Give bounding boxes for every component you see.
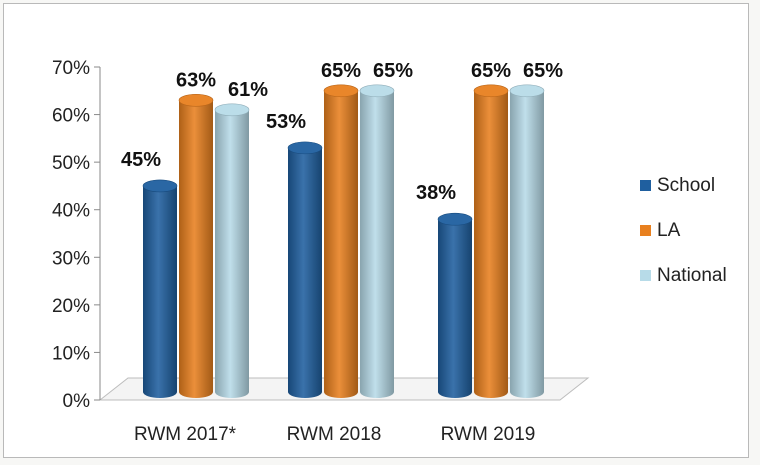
y-tick-label: 30% [52, 248, 90, 269]
legend-swatch-national [640, 270, 651, 281]
y-tick-label: 60% [52, 106, 90, 127]
bar-top-school-2 [437, 212, 473, 226]
y-tick-label: 40% [52, 201, 90, 222]
bar-la-0 [179, 100, 213, 399]
bar-top-school-0 [142, 179, 178, 193]
legend-swatch-la [640, 225, 651, 236]
bar-school-0 [143, 185, 177, 398]
bar-top-la-0 [178, 94, 214, 107]
bar-national-2 [510, 90, 544, 399]
y-tick-label: 0% [63, 391, 91, 412]
bar-top-school-1 [287, 141, 323, 155]
data-label-national-0: 61% [228, 79, 268, 101]
legend-label-school: School [657, 175, 715, 196]
legend-swatch-school [640, 180, 651, 191]
data-label-school-1: 53% [266, 111, 306, 133]
legend: School LA National [640, 175, 727, 286]
y-tick-label: 10% [52, 343, 90, 364]
data-label-la-0: 63% [176, 69, 216, 91]
bar-top-national-0 [214, 103, 250, 117]
legend-label-national: National [657, 265, 727, 286]
bar-national-0 [215, 109, 249, 399]
category-label-2: RWM 2019 [441, 424, 536, 445]
bar-top-la-1 [323, 84, 359, 98]
y-tick-label: 50% [52, 153, 90, 174]
bar-la-1 [324, 90, 358, 399]
data-label-school-2: 38% [416, 182, 456, 204]
category-label-1: RWM 2018 [287, 424, 382, 445]
data-labels-layer: 45% 63% 61% 53% 65% 65% 38% 65% 65% [121, 60, 563, 204]
y-tick-label: 20% [52, 296, 90, 317]
data-label-school-0: 45% [121, 149, 161, 171]
bar-school-1 [288, 147, 322, 398]
y-tick-label: 70% [52, 58, 90, 79]
category-label-0: RWM 2017* [134, 424, 237, 445]
bar-la-2 [474, 90, 508, 399]
data-label-la-2: 65% [471, 60, 511, 82]
bar-top-national-2 [509, 84, 545, 98]
data-label-national-1: 65% [373, 60, 413, 82]
bar-top-la-2 [473, 84, 509, 98]
data-label-national-2: 65% [523, 60, 563, 82]
data-label-la-1: 65% [321, 60, 361, 82]
bar-national-1 [360, 90, 394, 399]
bar-school-2 [438, 219, 472, 398]
bars-layer [142, 84, 545, 399]
legend-label-la: LA [657, 220, 681, 241]
bar-top-national-1 [359, 84, 395, 98]
